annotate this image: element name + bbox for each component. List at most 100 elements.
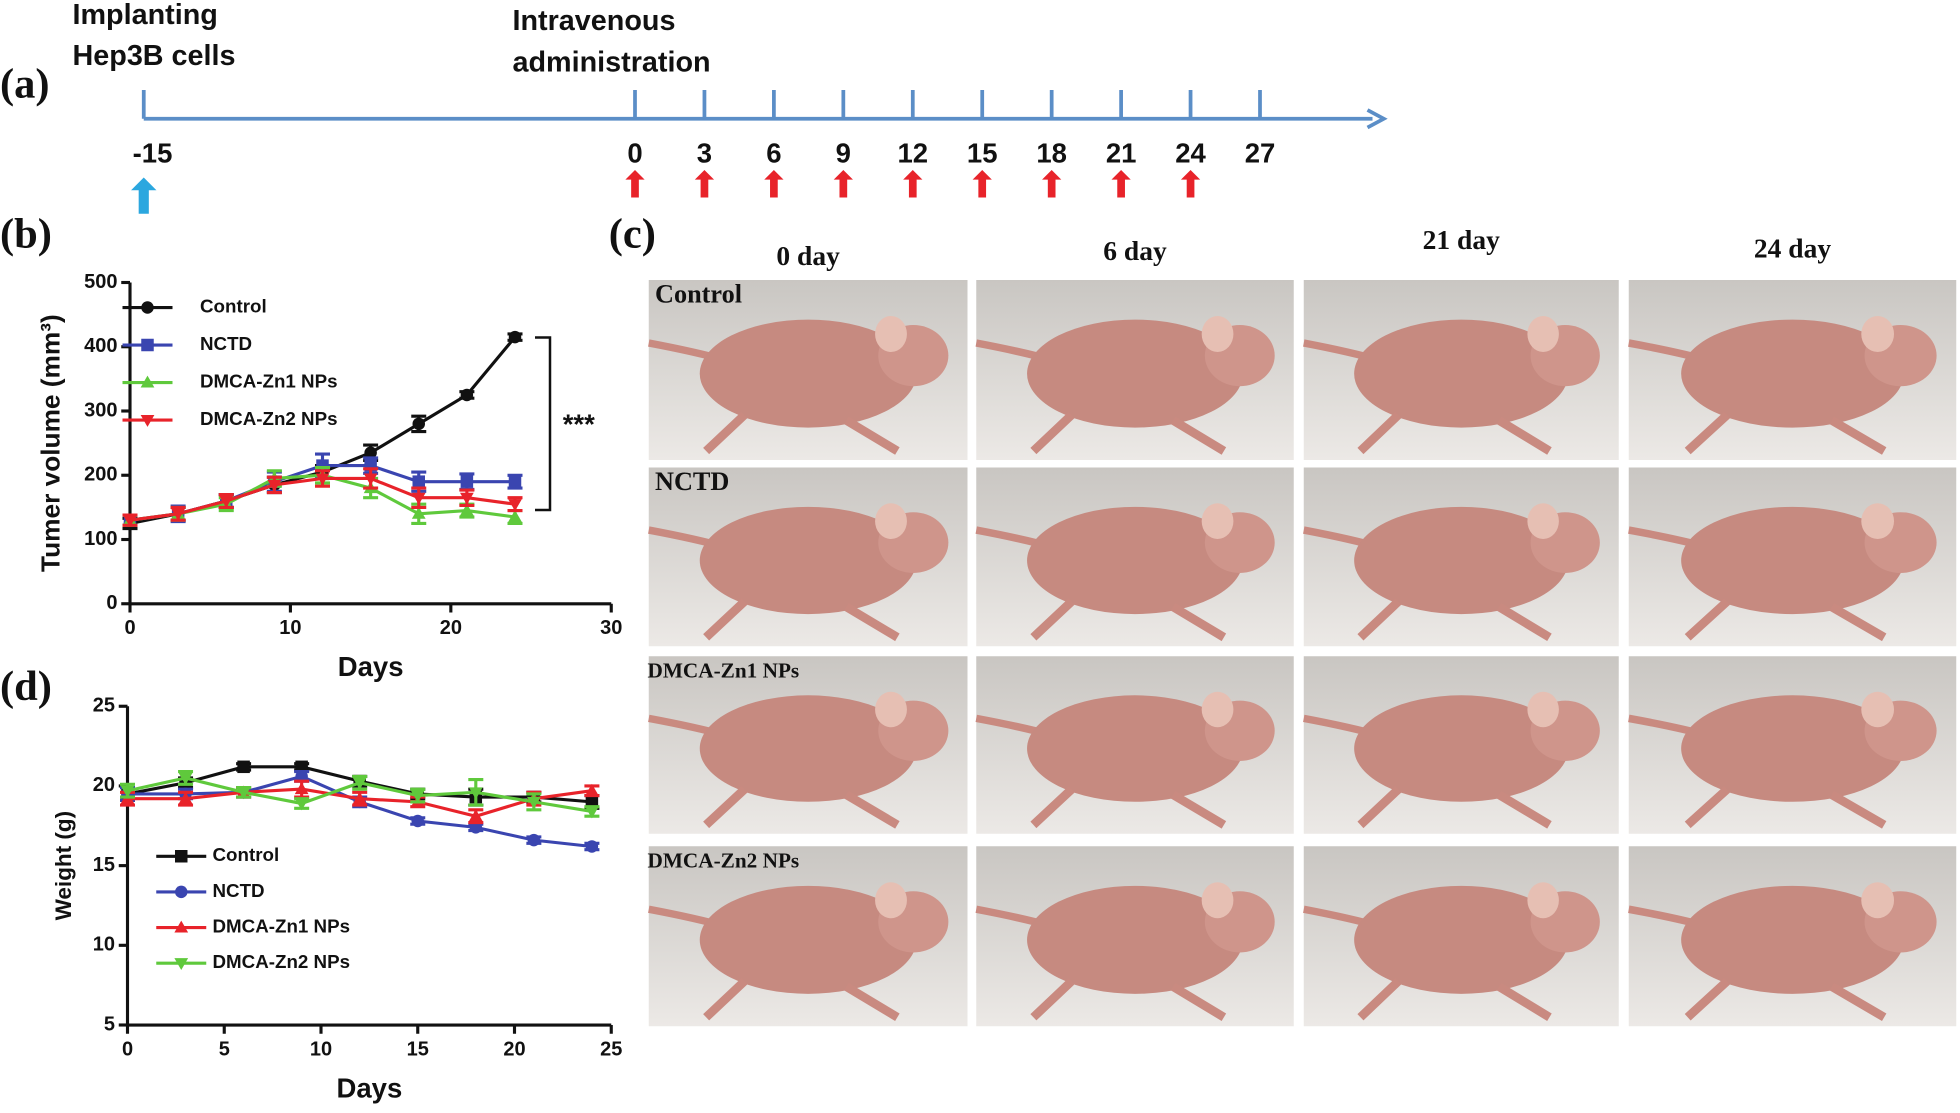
marker — [352, 777, 367, 790]
mouse-legs — [1030, 598, 1227, 642]
marker — [508, 330, 522, 344]
marker — [178, 791, 193, 804]
mouse-ear — [1861, 691, 1895, 728]
marker — [267, 479, 282, 492]
marker — [315, 473, 330, 486]
mouse-legs — [1684, 978, 1887, 1022]
marker — [141, 338, 154, 352]
x-tick-label: 0 — [122, 1038, 133, 1060]
x-tick-label: 0 — [124, 617, 135, 639]
x-tick-label: 20 — [503, 1038, 525, 1060]
dose-arrow — [903, 170, 923, 198]
timeline-label: administration — [513, 46, 711, 78]
y-tick-label: 500 — [84, 271, 117, 293]
timeline-day-label: -15 — [133, 137, 173, 168]
mouse-body — [1027, 695, 1243, 802]
row-label: Control — [655, 279, 742, 308]
marker — [175, 850, 188, 863]
marker — [295, 760, 308, 774]
marker — [294, 798, 309, 811]
timeline-day-label: 0 — [627, 137, 642, 168]
mouse-ear — [1527, 503, 1559, 539]
mouse-legs — [1030, 978, 1227, 1021]
mouse-ear — [1527, 882, 1559, 919]
mouse-ear — [1201, 882, 1234, 919]
marker — [123, 515, 137, 528]
timeline-day-label: 24 — [1175, 137, 1206, 168]
panel-label: (c) — [609, 210, 656, 257]
x-tick-label: 20 — [440, 617, 462, 639]
marker — [469, 821, 483, 834]
mouse-body — [699, 885, 917, 994]
timeline-day-label: 6 — [766, 137, 781, 168]
marker — [412, 417, 425, 431]
implant-arrow — [131, 177, 157, 214]
marker — [174, 920, 189, 933]
mouse-body — [1027, 506, 1243, 615]
mouse-legs — [1357, 598, 1552, 642]
y-axis-label: Tumer volume (mm³) — [35, 314, 65, 572]
mouse-ear — [875, 882, 907, 919]
mouse-legs — [703, 978, 900, 1022]
marker — [352, 791, 367, 804]
mouse-legs — [1357, 411, 1552, 455]
legend-label: NCTD — [213, 880, 265, 901]
y-tick-label: 0 — [106, 592, 117, 614]
mouse-body — [1354, 319, 1569, 428]
marker — [468, 809, 483, 822]
mouse-body — [699, 319, 917, 428]
y-tick-label: 100 — [84, 528, 117, 550]
row-label: DMCA-Zn1 NPs — [648, 658, 800, 682]
timeline-day-label: 27 — [1245, 137, 1276, 168]
marker — [460, 503, 474, 516]
marker — [140, 375, 155, 388]
axes — [125, 706, 612, 1027]
legend-label: DMCA-Zn2 NPs — [213, 951, 351, 972]
mouse-ear — [1861, 882, 1895, 919]
x-axis-label: Days — [337, 1072, 403, 1103]
mouse-body — [1027, 319, 1243, 428]
mouse-legs — [1357, 786, 1552, 829]
mouse-legs — [1684, 598, 1887, 642]
y-tick-label: 20 — [93, 774, 115, 796]
mouse-ear — [1861, 316, 1895, 352]
marker — [141, 301, 154, 314]
row-label: DMCA-Zn2 NPs — [648, 848, 800, 872]
marker — [527, 833, 541, 847]
mouse-body — [1354, 885, 1569, 994]
marker — [120, 785, 135, 798]
column-header: 6 day — [1103, 235, 1167, 266]
timeline-day-label: 15 — [967, 137, 998, 168]
marker — [175, 885, 188, 899]
marker — [460, 475, 474, 488]
dose-arrow — [833, 170, 853, 198]
timeline-label: Implanting — [73, 0, 218, 31]
column-header: 0 day — [776, 240, 840, 271]
panel-label: (d) — [0, 663, 52, 710]
marker — [237, 760, 250, 774]
dose-arrow — [1111, 170, 1131, 198]
significance-bracket — [535, 336, 552, 512]
y-tick-label: 25 — [93, 695, 115, 717]
marker — [178, 772, 193, 785]
mouse-ear — [875, 503, 907, 539]
dose-arrow — [694, 170, 715, 198]
timeline-day-label: 12 — [897, 137, 928, 168]
mouse-body — [1681, 319, 1904, 428]
mouse-ear — [1201, 503, 1234, 539]
mouse-body — [1681, 885, 1904, 994]
axes — [128, 282, 612, 606]
timeline-day-label: 9 — [836, 137, 851, 168]
mouse-legs — [1357, 978, 1552, 1021]
x-tick-label: 10 — [279, 617, 301, 639]
dose-arrow — [1042, 170, 1062, 198]
mouse-body — [1354, 695, 1569, 802]
x-tick-label: 25 — [600, 1038, 622, 1060]
legend-label: Control — [200, 295, 267, 316]
x-axis-label: Days — [338, 651, 404, 682]
marker — [460, 388, 474, 402]
mouse-body — [1681, 695, 1904, 802]
x-tick-label: 15 — [407, 1038, 429, 1060]
marker — [363, 473, 378, 486]
